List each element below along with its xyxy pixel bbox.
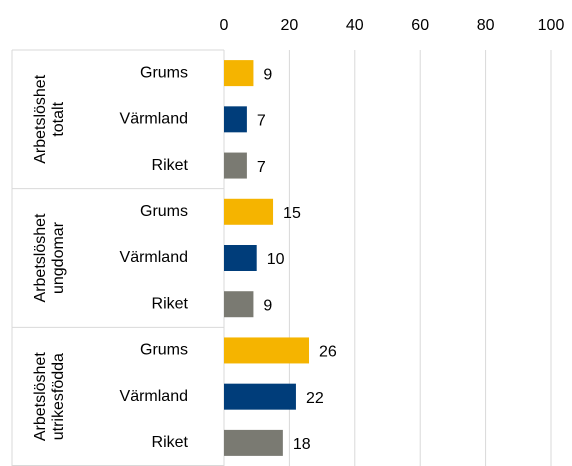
group-label: Arbetslöshettotalt — [32, 74, 67, 163]
bar — [224, 245, 257, 271]
group-label-line: Arbetslöshet — [32, 74, 49, 163]
x-tick-label: 60 — [411, 17, 429, 34]
bar — [224, 383, 296, 410]
x-tick-label: 0 — [220, 17, 229, 34]
bar — [224, 429, 283, 456]
y-tick-label: Riket — [152, 157, 189, 174]
data-label: 7 — [257, 159, 266, 176]
data-label: 7 — [257, 113, 266, 130]
x-tick-label: 20 — [281, 17, 299, 34]
x-tick-label: 40 — [346, 17, 364, 34]
group-label-line: Arbetslöshet — [32, 213, 49, 302]
data-label: 9 — [263, 66, 272, 83]
y-tick-label: Värmland — [120, 388, 188, 405]
x-tick-label: 80 — [477, 17, 495, 34]
group-label-line: utrikesfödda — [50, 353, 67, 440]
bar — [224, 106, 247, 133]
bar — [224, 337, 310, 364]
y-tick-label: Grums — [140, 342, 188, 359]
bar — [224, 152, 247, 179]
group-label: Arbetslöshetungdomar — [32, 213, 67, 302]
data-label: 9 — [263, 297, 272, 314]
data-label: 15 — [283, 205, 301, 222]
bar — [224, 198, 274, 225]
data-label: 22 — [306, 390, 324, 407]
y-tick-label: Grums — [140, 64, 188, 81]
bar — [224, 60, 254, 87]
group-label-line: Arbetslöshet — [32, 352, 49, 441]
y-tick-label: Värmland — [120, 111, 188, 128]
y-tick-label: Grums — [140, 203, 188, 220]
x-tick-label: 100 — [538, 17, 565, 34]
group-label: Arbetslöshetutrikesfödda — [32, 352, 67, 441]
y-tick-label: Riket — [152, 434, 189, 451]
group-label-line: ungdomar — [50, 221, 67, 294]
data-label: 26 — [319, 344, 337, 361]
group-label-line: totalt — [50, 101, 67, 136]
y-tick-label: Riket — [152, 295, 189, 312]
data-label: 10 — [267, 251, 285, 268]
y-tick-label: Värmland — [120, 249, 188, 266]
bar — [224, 291, 254, 318]
data-label: 18 — [293, 436, 311, 453]
